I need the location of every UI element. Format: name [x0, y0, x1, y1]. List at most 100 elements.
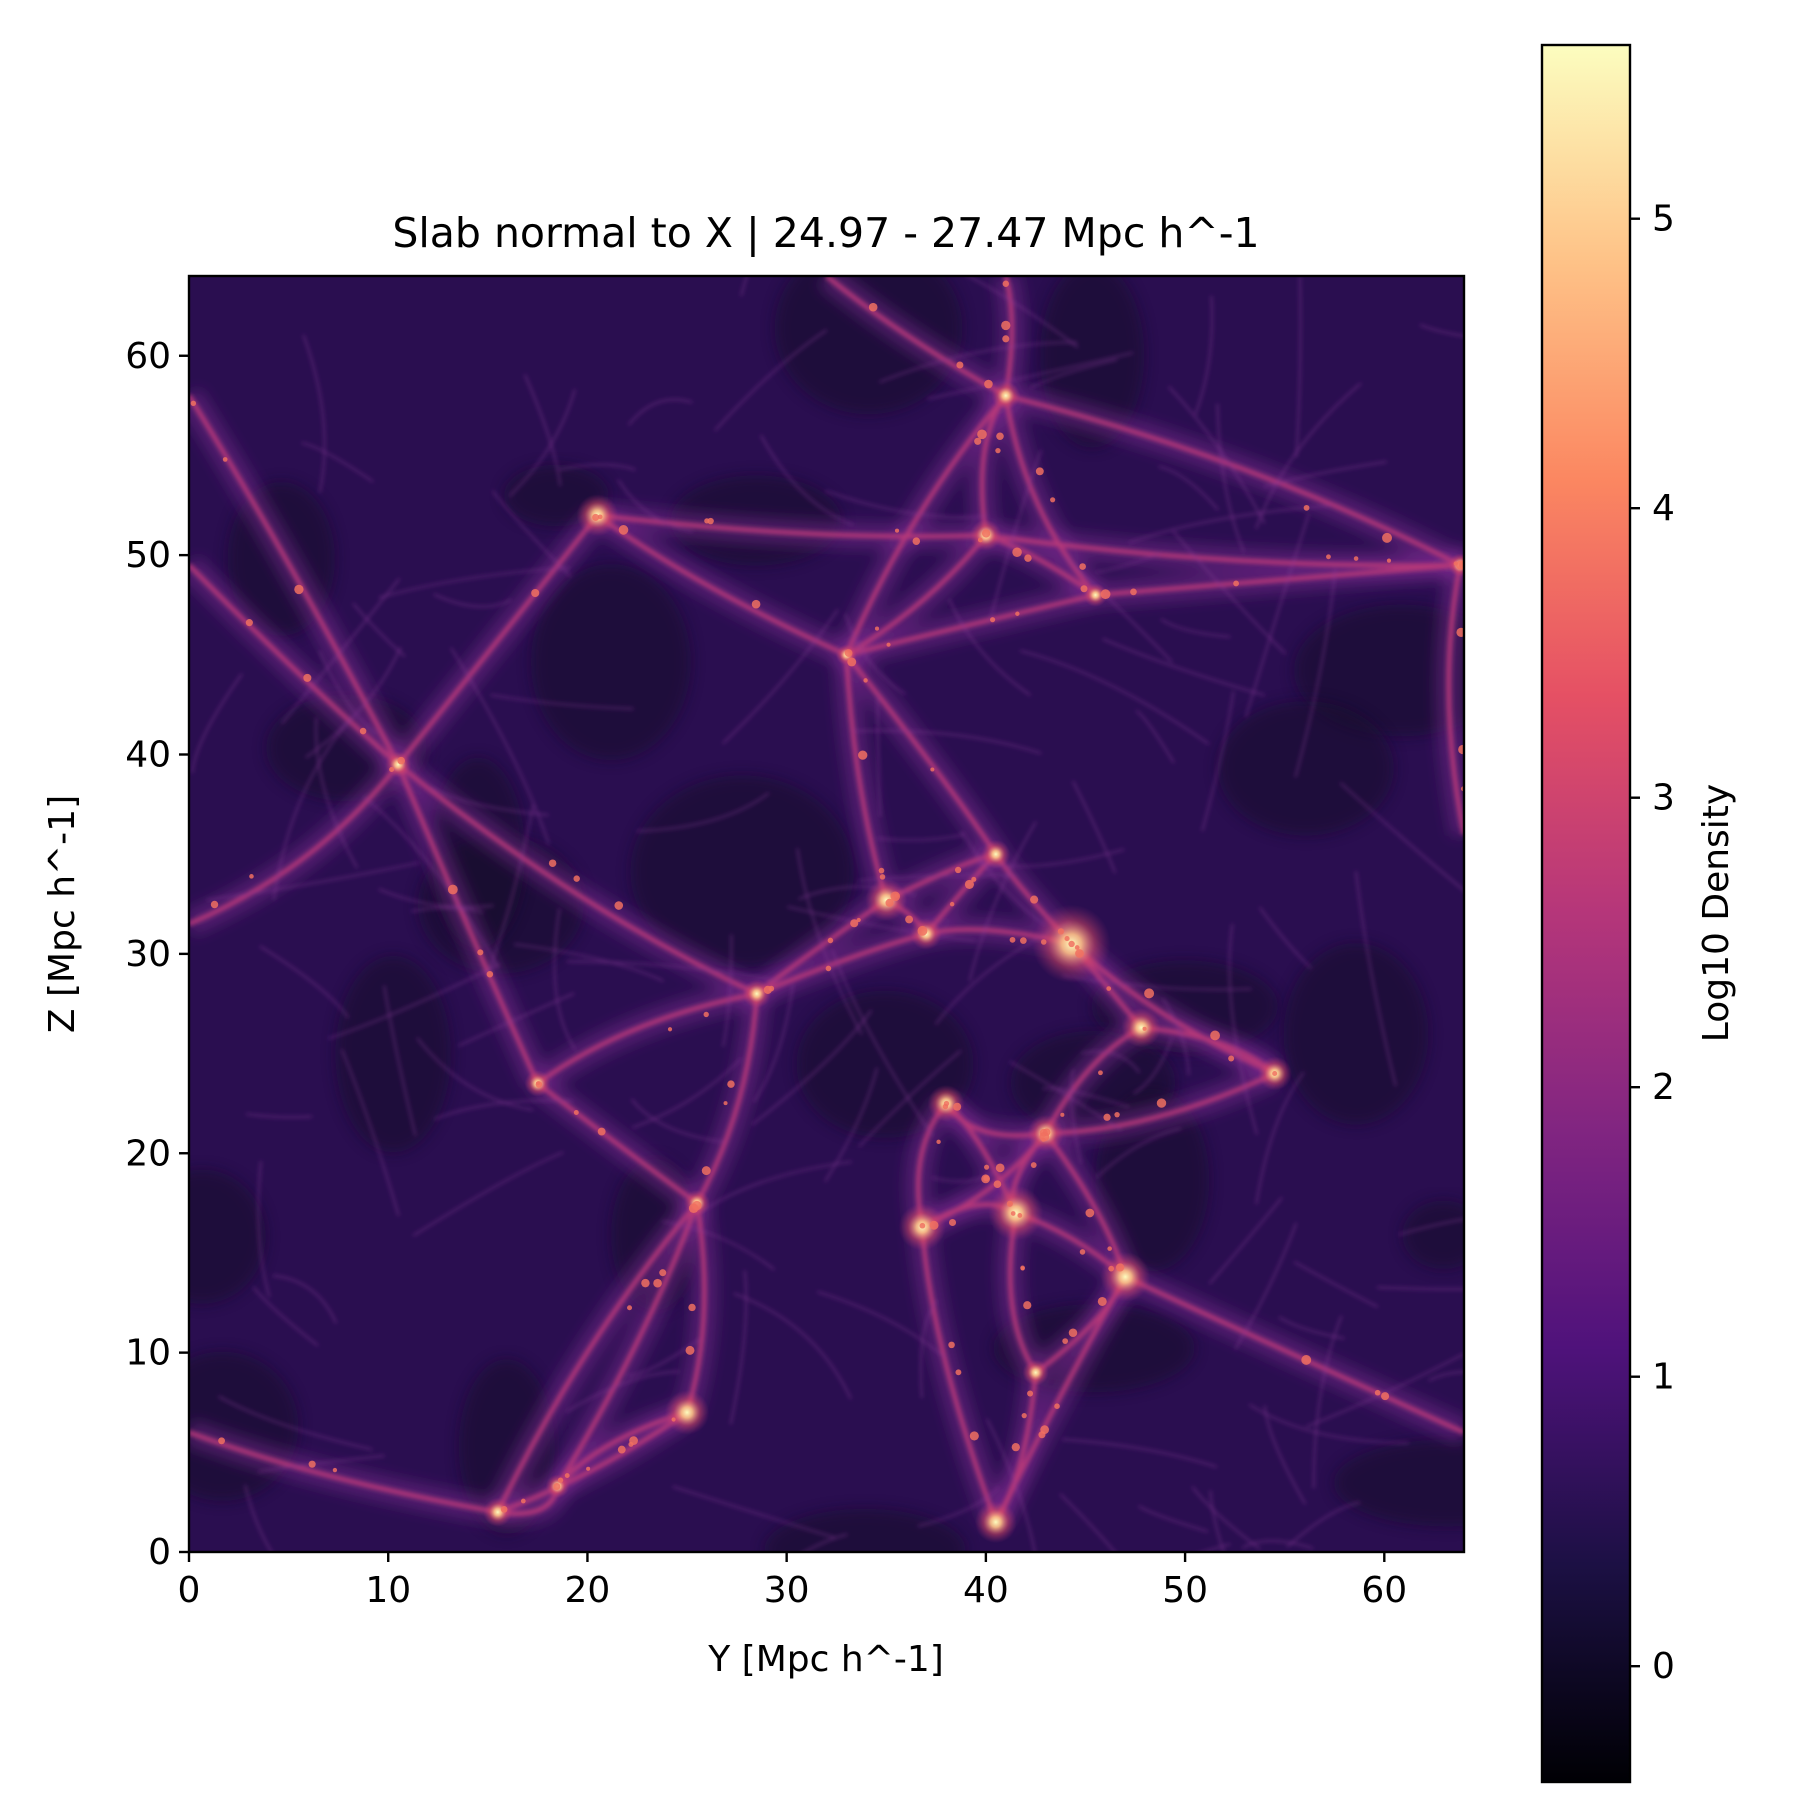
web-strand	[508, 389, 576, 497]
filament	[845, 592, 1097, 658]
halo-dot	[847, 657, 857, 667]
halo-dot	[1303, 504, 1310, 511]
halo-dot	[1079, 563, 1086, 570]
halo-dot	[308, 1460, 316, 1468]
halo-dot	[969, 1431, 979, 1441]
web-strand	[1376, 1286, 1464, 1290]
halo-dot	[878, 867, 885, 874]
filament	[843, 654, 889, 901]
web-strand	[485, 804, 535, 978]
halo-dot	[1382, 532, 1392, 543]
halo-dot	[858, 750, 868, 760]
web-strand	[617, 479, 694, 533]
halo-dot	[1142, 1026, 1147, 1031]
halo-dot	[751, 599, 761, 609]
web-strand	[857, 874, 1017, 882]
colorbar-ticks: 0 1 2 3 4 5	[1630, 199, 1675, 1687]
web-strand	[1128, 504, 1332, 544]
web-strand	[491, 490, 572, 578]
web-strand	[824, 1067, 878, 1183]
web-strand	[1419, 324, 1464, 337]
halo-dot	[629, 1436, 638, 1445]
void-region	[530, 563, 691, 761]
web-strand	[1286, 1501, 1361, 1548]
halo-dot	[1074, 945, 1080, 950]
halo-dot	[981, 529, 991, 538]
colorbar	[1540, 43, 1632, 1784]
filament	[1005, 393, 1462, 568]
web-strand	[729, 1270, 747, 1425]
web-strand	[1062, 1438, 1218, 1468]
density-node	[742, 979, 772, 1009]
colorbar-tick-label: 5	[1652, 199, 1675, 240]
web-strand	[751, 1009, 873, 1126]
web-strand	[1241, 1540, 1314, 1550]
halo-dot	[964, 879, 974, 889]
web-strand	[753, 984, 794, 1103]
void-region	[1333, 1439, 1464, 1527]
halo-dot	[917, 925, 928, 936]
halo-dot	[557, 1477, 564, 1483]
halo-dot	[825, 965, 832, 972]
web-strand	[631, 1057, 743, 1129]
halo-dot	[1023, 1301, 1032, 1310]
web-strand	[1428, 1371, 1464, 1382]
web-strand	[318, 650, 377, 735]
web-strand	[566, 960, 779, 982]
web-strand	[305, 647, 402, 759]
halo-dot	[1035, 467, 1044, 476]
halo-dot	[1068, 1328, 1078, 1337]
void-region	[189, 1351, 299, 1502]
filament	[496, 1410, 689, 1515]
web-strand	[1263, 460, 1387, 488]
web-strand	[876, 694, 882, 817]
halo-dot	[1098, 1070, 1103, 1076]
density-node	[483, 1497, 513, 1527]
halo-dot	[573, 1110, 579, 1115]
halo-dot	[564, 1473, 570, 1479]
web-strand	[989, 449, 1042, 622]
halo-dot	[936, 1139, 941, 1145]
web-strand	[412, 1151, 564, 1237]
x-tick-label: 50	[1162, 1570, 1208, 1611]
halo-dot	[703, 1011, 709, 1018]
density-node	[974, 1501, 1017, 1544]
void-region	[630, 775, 854, 968]
web-strand	[1248, 1403, 1409, 1444]
web-strand	[1234, 1222, 1298, 1350]
web-strand	[206, 861, 420, 901]
web-strand	[1070, 1068, 1083, 1164]
halo-dot	[1107, 1246, 1112, 1251]
density-node	[865, 879, 908, 922]
web-strand	[1019, 649, 1210, 745]
halo-dot	[879, 874, 886, 880]
halo-dot	[1012, 547, 1022, 557]
web-strand	[1209, 1490, 1225, 1552]
web-strand	[627, 398, 693, 426]
void-region	[774, 276, 963, 415]
halo-dot	[397, 756, 405, 765]
web-strand	[218, 1395, 373, 1451]
halo-dot	[1228, 1055, 1235, 1062]
web-strand	[740, 276, 748, 297]
halo-dot	[1210, 1030, 1220, 1041]
web-strand	[844, 613, 906, 695]
halo-dot	[1114, 1111, 1120, 1118]
void-region	[1283, 942, 1429, 1125]
halo-dot	[1381, 1392, 1390, 1401]
filament	[694, 993, 760, 1205]
web-strand	[1312, 1315, 1343, 1489]
halo-dot	[1060, 1112, 1065, 1117]
halo-dot	[1021, 1413, 1027, 1419]
web-strand	[817, 1291, 946, 1359]
halo-dot	[993, 1180, 1002, 1189]
halo-dot	[218, 1437, 226, 1445]
web-strand	[416, 1037, 534, 1111]
x-tick-label: 0	[178, 1570, 201, 1611]
x-tick-label: 10	[365, 1570, 411, 1611]
web-strand	[1133, 1037, 1173, 1095]
voids	[189, 276, 1464, 1552]
halo-dot	[1097, 1297, 1107, 1306]
halo-dot	[1080, 585, 1088, 593]
halo-dot	[894, 528, 900, 533]
